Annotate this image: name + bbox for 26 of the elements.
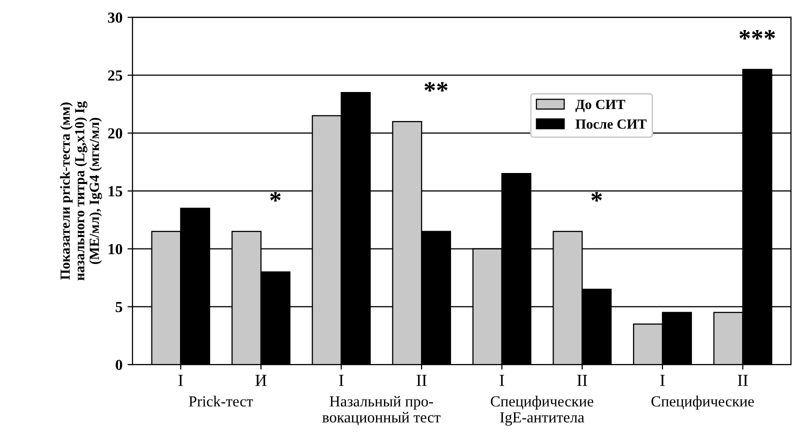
annotation: ***: [740, 30, 775, 40]
x-tick-label: И: [255, 374, 267, 386]
text: Prick-тест: [188, 396, 253, 407]
text: Специфические IgE-антитела: [490, 396, 594, 426]
x-tick-label: I: [339, 374, 344, 386]
legend-label: До СИТ: [575, 100, 626, 112]
y-tick-label: 5: [116, 302, 122, 312]
text: Назальный про- вокационный тест: [322, 396, 441, 426]
y-tick-label: 30: [108, 12, 122, 23]
x-tick-label: I: [500, 374, 504, 386]
x-tick-label: II: [577, 374, 588, 386]
annotation: **: [424, 82, 448, 92]
x-tick-label: I: [178, 374, 183, 386]
text: Специфические: [651, 396, 754, 410]
legend-label: После СИТ: [576, 119, 647, 129]
annotation: *: [270, 192, 281, 202]
y-tick-label: 0: [116, 360, 122, 370]
y-axis-title: Показатели prick-теста (мм) назального титра (Lg,x10) Ig (МЕ/мл), IgG4 (мгк/мл): [60, 101, 102, 280]
x-tick-label: II: [738, 374, 748, 386]
y-tick-label: 25: [108, 70, 122, 81]
y-tick-label: 15: [108, 186, 122, 196]
x-tick-label: II: [416, 374, 427, 386]
annotation: *: [591, 192, 602, 202]
y-tick-label: 10: [108, 244, 122, 254]
y-tick-label: 20: [108, 128, 122, 139]
x-tick-label: I: [660, 374, 665, 386]
